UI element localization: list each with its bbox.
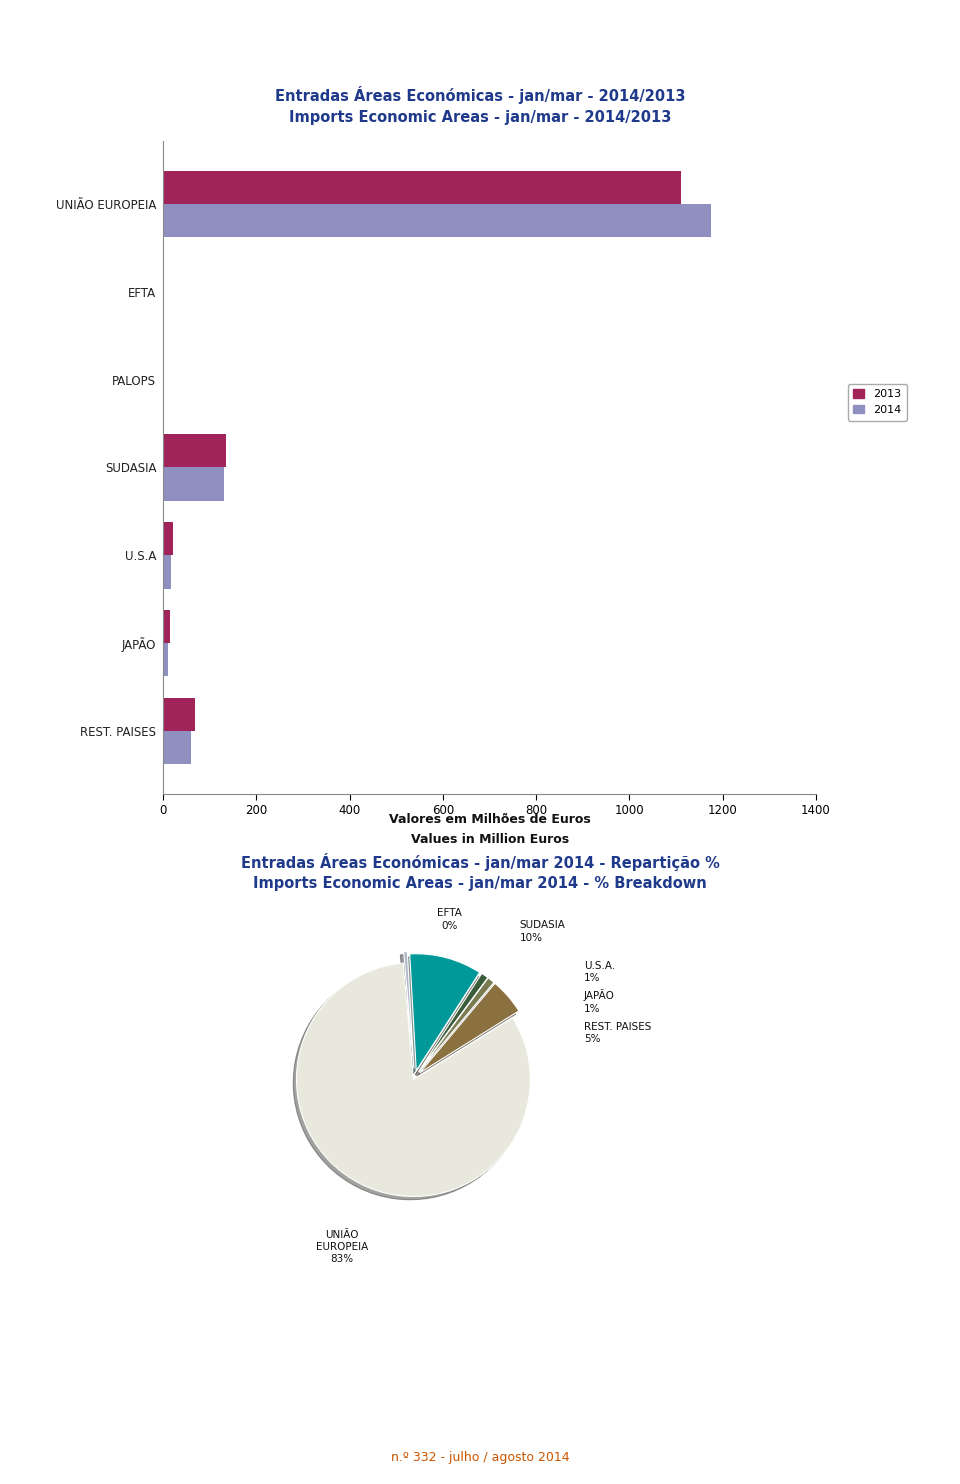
Text: U.S.A.
1%: U.S.A. 1% [584, 962, 615, 984]
Text: SUDASIA
10%: SUDASIA 10% [519, 920, 565, 942]
Text: COMÉRCIO EXTERNO: COMÉRCIO EXTERNO [21, 18, 229, 36]
Text: Imports Economic Areas - jan/mar 2014 - % Breakdown: Imports Economic Areas - jan/mar 2014 - … [253, 876, 707, 890]
Text: Entradas Áreas Económicas - jan/mar - 2014/2013: Entradas Áreas Económicas - jan/mar - 20… [275, 86, 685, 104]
Text: UNIÃO
EUROPEIA
83%: UNIÃO EUROPEIA 83% [316, 1230, 368, 1264]
Bar [163, 732, 191, 764]
Bar [163, 697, 195, 732]
Text: JAPÃO
1%: JAPÃO 1% [584, 990, 614, 1014]
Text: Valores em Milhões de Euros: Valores em Milhões de Euros [389, 813, 590, 827]
Bar [163, 171, 681, 203]
Text: REST. PAISES
5%: REST. PAISES 5% [584, 1022, 652, 1045]
Text: Values in Million Euros: Values in Million Euros [411, 833, 568, 846]
Bar [163, 643, 168, 677]
Bar [163, 203, 711, 237]
Bar [163, 610, 170, 643]
Wedge shape [403, 951, 414, 1068]
Bar [163, 435, 227, 467]
Text: EFTA
0%: EFTA 0% [437, 908, 462, 930]
Wedge shape [419, 978, 494, 1071]
Text: Imports Economic Areas - jan/mar - 2014/2013: Imports Economic Areas - jan/mar - 2014/… [289, 110, 671, 125]
Text: n.º 332 - julho / agosto 2014: n.º 332 - julho / agosto 2014 [391, 1451, 569, 1463]
Wedge shape [419, 974, 488, 1071]
Text: 12: 12 [21, 1457, 41, 1472]
Text: Entradas Áreas Económicas - jan/mar 2014 - Repartição %: Entradas Áreas Económicas - jan/mar 2014… [241, 853, 719, 871]
Wedge shape [410, 954, 480, 1070]
Wedge shape [420, 984, 519, 1073]
Wedge shape [297, 963, 530, 1196]
Bar [163, 522, 173, 555]
Bar [163, 467, 224, 500]
Bar [163, 555, 171, 589]
Legend: 2013, 2014: 2013, 2014 [848, 384, 907, 420]
